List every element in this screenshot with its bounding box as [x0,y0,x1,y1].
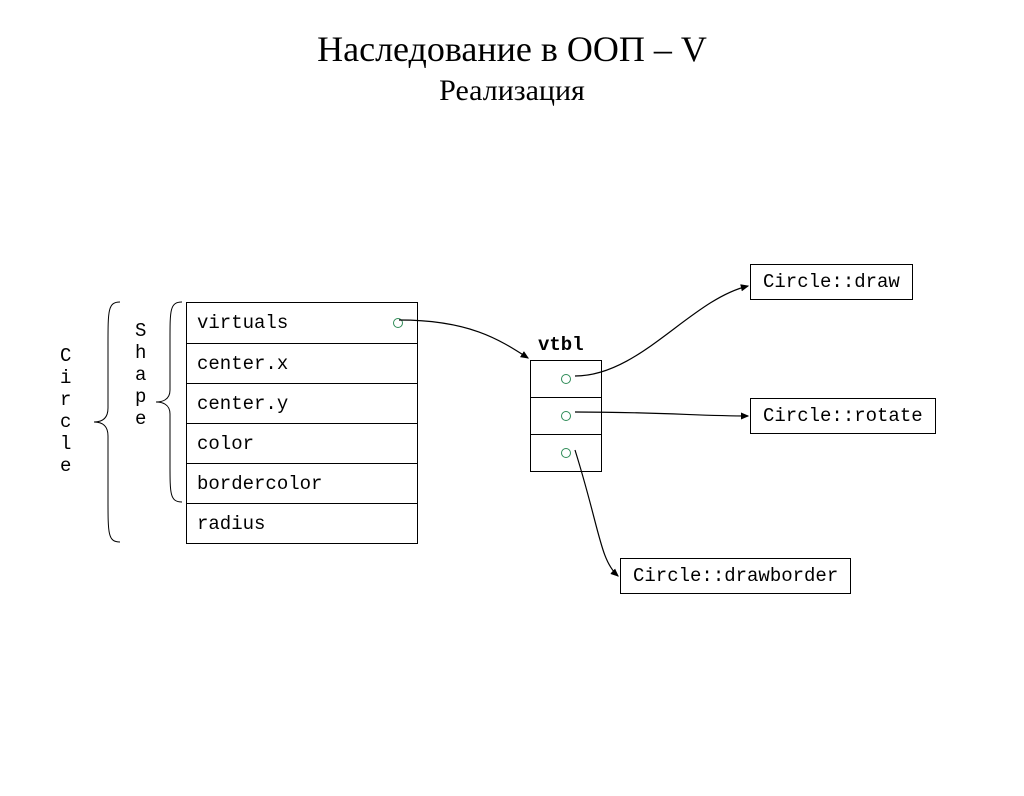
pointer-dot-icon [393,318,403,328]
brace-label-circle: Circle [60,345,71,477]
connector-overlay [0,0,1024,768]
object-layout-table: virtuals center.x center.y color borderc… [186,302,418,544]
pointer-dot-icon [561,411,571,421]
brace-shape [156,302,182,502]
vtbl-row-1 [531,397,601,434]
vtbl-table [530,360,602,472]
pointer-dot-icon [561,374,571,384]
vtbl-label: vtbl [538,334,584,356]
brace-circle [94,302,120,542]
fn-box-draw: Circle::draw [750,264,913,300]
fn-box-drawborder: Circle::drawborder [620,558,851,594]
obj-row-radius: radius [187,503,417,543]
vtbl-row-0 [531,361,601,397]
obj-row-center-x: center.x [187,343,417,383]
vtbl-row-2 [531,434,601,471]
obj-row-virtuals: virtuals [187,303,417,343]
slide-subtitle: Реализация [0,74,1024,108]
obj-row-color: color [187,423,417,463]
obj-row-center-y: center.y [187,383,417,423]
brace-label-shape: Shape [135,320,146,430]
slide-title: Наследование в ООП – V [0,28,1024,70]
obj-row-bordercolor: bordercolor [187,463,417,503]
pointer-dot-icon [561,448,571,458]
fn-box-rotate: Circle::rotate [750,398,936,434]
arrow-virtuals-to-vtbl [399,320,528,358]
